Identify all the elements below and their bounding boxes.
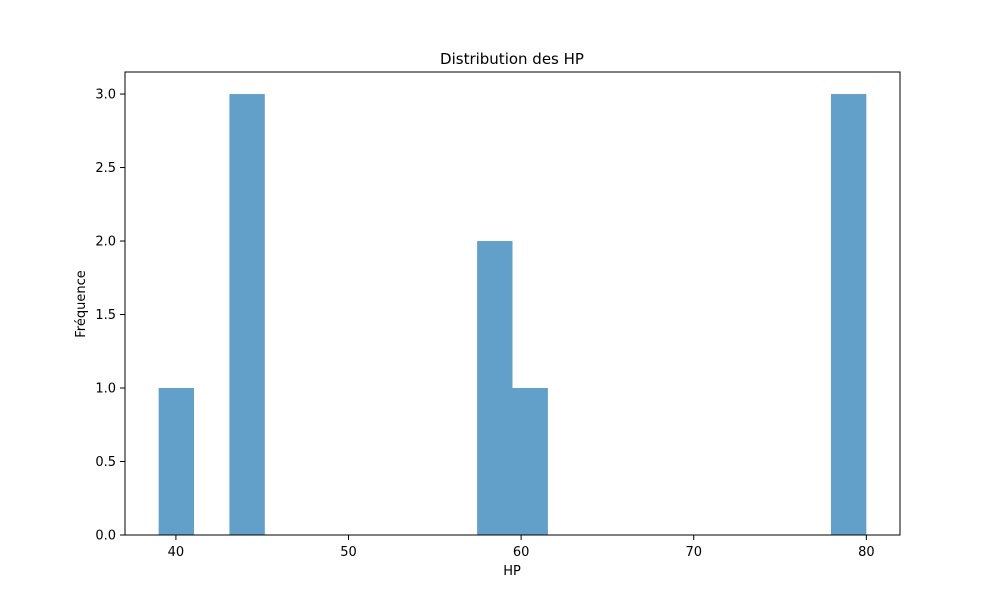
x-tick-label: 70: [685, 545, 702, 560]
x-tick-label: 80: [858, 545, 875, 560]
x-axis-label: HP: [503, 564, 521, 579]
plot-frame: [124, 71, 901, 536]
histogram-bar-4: [830, 94, 867, 536]
y-tick-label: 1.0: [95, 382, 116, 397]
histogram-bar-1: [229, 94, 265, 536]
y-tick-label: 0.5: [95, 455, 116, 470]
y-tick-label: 2.0: [95, 235, 116, 250]
y-tick-label: 2.5: [95, 161, 116, 176]
x-tick-label: 60: [513, 545, 530, 560]
x-tick-label: 40: [168, 545, 185, 560]
chart-title: Distribution des HP: [440, 50, 584, 68]
bars-group: [158, 94, 867, 536]
y-axis-label: Fréquence: [74, 270, 89, 337]
y-tick-label: 3.0: [95, 88, 116, 103]
x-tick-label: 50: [340, 545, 357, 560]
histogram-bar-0: [158, 388, 195, 535]
histogram-bar-3: [512, 388, 548, 535]
x-axis-ticks: 40 50 60 70 80: [168, 535, 875, 560]
histogram-bar-2: [477, 241, 513, 536]
y-tick-label: 0.0: [95, 529, 116, 544]
y-axis-ticks: 0.0 0.5 1.0 1.5 2.0 2.5 3.0: [95, 88, 125, 544]
y-tick-label: 1.5: [95, 308, 116, 323]
